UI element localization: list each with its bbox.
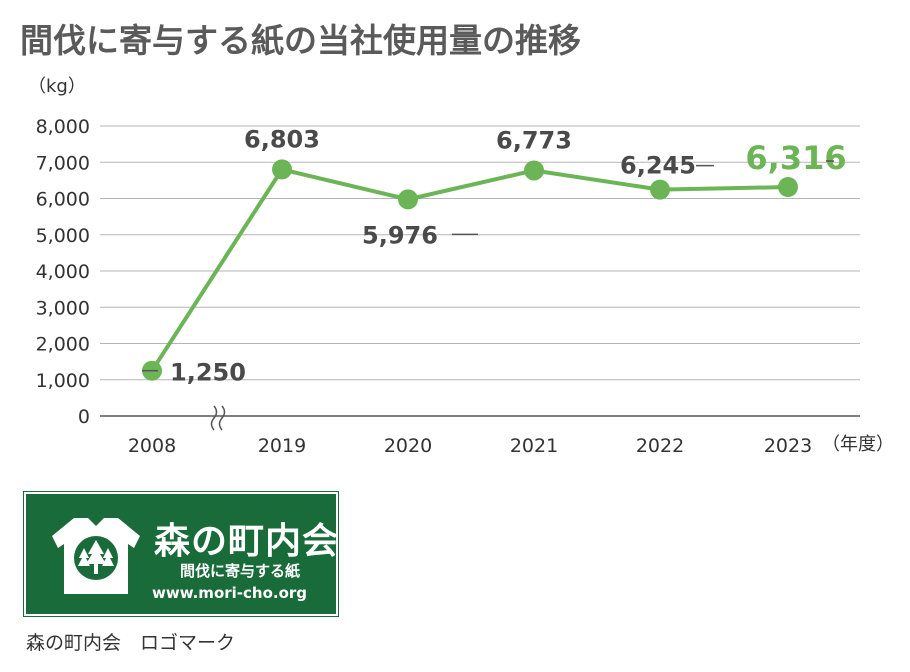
y-tick-label: 3,000 (36, 297, 90, 319)
y-axis-label: （kg） (28, 76, 86, 97)
y-axis-ticks: 0 1,000 2,000 3,000 4,000 5,000 6,000 7,000 8,00… (36, 116, 90, 428)
data-label: 6,245 (620, 152, 696, 180)
data-point (398, 189, 418, 210)
y-tick-label: 7,000 (36, 152, 90, 174)
y-tick-label: 5,000 (36, 225, 90, 247)
axis-break-icon (210, 405, 226, 431)
logo-url: www.mori-cho.org (152, 584, 308, 602)
y-tick-label: 8,000 (36, 116, 90, 138)
series-line-path (150, 167, 789, 372)
data-point (524, 160, 544, 181)
chart-title: 間伐に寄与する紙の当社使用量の推移 (20, 21, 581, 60)
mori-cho-logo: 森の町内会 間伐に寄与する紙 www.mori-cho.org (23, 491, 340, 617)
logo-name: 森の町内会 (154, 521, 340, 562)
data-point (272, 159, 292, 180)
x-tick-label: 2022 (636, 435, 684, 457)
x-axis-ticks: 2008 2019 2020 2021 2022 2023 (128, 435, 812, 457)
logo-caption: 森の町内会 ロゴマーク (26, 632, 236, 654)
data-points (142, 159, 798, 381)
data-point (778, 177, 798, 198)
data-label: 6,316 (745, 139, 846, 177)
data-point (650, 179, 670, 200)
x-tick-label: 2019 (258, 435, 306, 457)
tree-shirt-icon (52, 518, 140, 594)
x-axis-label: （年度） (822, 434, 894, 455)
x-tick-label: 2023 (764, 435, 812, 457)
data-label: 5,976 (362, 221, 438, 249)
line-chart: 0 1,000 2,000 3,000 4,000 5,000 6,000 7,000 8,00… (28, 76, 894, 457)
x-tick-label: 2021 (510, 435, 558, 457)
y-tick-label: 2,000 (36, 334, 90, 356)
y-tick-label: 1,000 (36, 370, 90, 392)
x-tick-label: 2020 (384, 435, 432, 457)
y-tick-label: 0 (78, 406, 90, 428)
series-line (150, 167, 789, 372)
data-label: 6,803 (244, 125, 320, 153)
data-label: 6,773 (496, 126, 572, 154)
grid-lines (100, 125, 860, 417)
logo-tagline: 間伐に寄与する紙 (180, 562, 301, 580)
data-label: 1,250 (170, 359, 246, 387)
data-labels: 1,250 6,803 5,976 6,773 6,245 6,316 (142, 125, 847, 387)
y-tick-label: 4,000 (36, 261, 90, 283)
x-tick-label: 2008 (128, 435, 176, 457)
y-tick-label: 6,000 (36, 189, 90, 211)
